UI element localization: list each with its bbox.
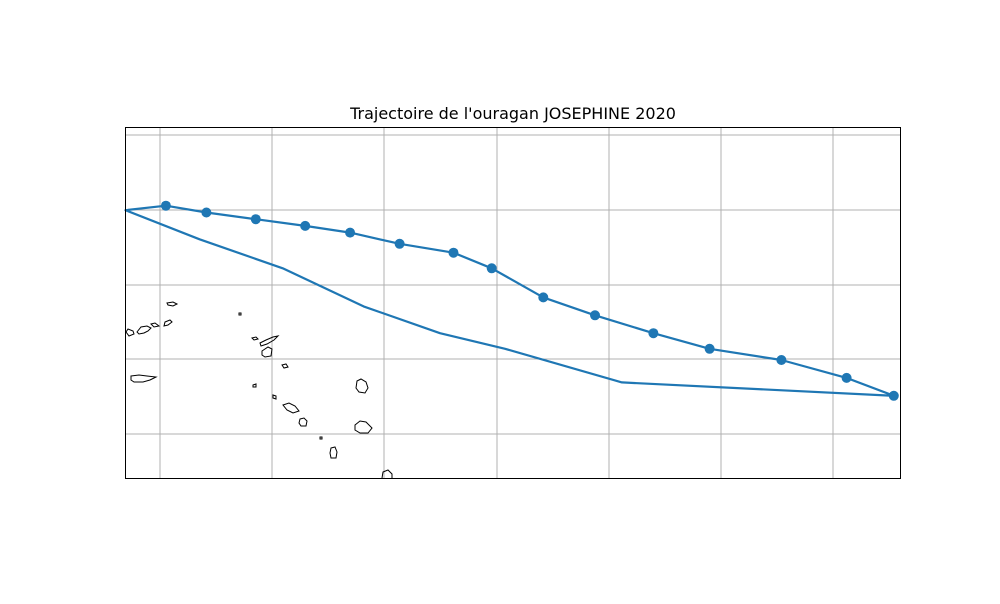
track-point bbox=[160, 200, 171, 211]
track-point bbox=[201, 207, 212, 218]
track-point bbox=[776, 355, 787, 365]
island-outline bbox=[319, 436, 323, 440]
island-outline bbox=[329, 446, 338, 459]
hurricane-track bbox=[124, 200, 899, 401]
island-outline bbox=[130, 374, 158, 383]
track-point bbox=[345, 227, 356, 238]
track-point bbox=[538, 292, 549, 303]
island-outline bbox=[355, 378, 369, 394]
island-outline bbox=[381, 469, 393, 479]
island-outline bbox=[259, 335, 280, 347]
track-point bbox=[648, 328, 659, 339]
track-point bbox=[300, 220, 311, 231]
map-frame bbox=[125, 127, 901, 479]
track-point bbox=[486, 263, 497, 274]
island-outline bbox=[166, 301, 179, 307]
island-outline bbox=[298, 417, 308, 427]
map-axes bbox=[124, 127, 901, 479]
track-point bbox=[888, 390, 899, 401]
island-outline bbox=[252, 383, 257, 388]
track-point bbox=[394, 238, 405, 249]
map-background bbox=[125, 127, 901, 479]
track-point bbox=[590, 310, 600, 321]
track-point bbox=[704, 343, 715, 354]
track-point bbox=[841, 372, 852, 383]
island-outline bbox=[272, 394, 277, 400]
map-title: Trajectoire de l'ouragan JOSEPHINE 2020 bbox=[349, 104, 676, 123]
island-outline bbox=[354, 420, 373, 434]
island-outline bbox=[163, 319, 173, 327]
track-point bbox=[250, 214, 261, 225]
island-outline bbox=[136, 325, 152, 335]
island-outline bbox=[150, 322, 161, 328]
island-outline bbox=[238, 312, 242, 316]
coastlines bbox=[125, 301, 393, 479]
track-point bbox=[448, 247, 459, 258]
island-outline bbox=[125, 328, 135, 337]
island-outline bbox=[282, 402, 300, 414]
island-outline bbox=[251, 336, 259, 341]
island-outline bbox=[261, 346, 273, 358]
island-outline bbox=[281, 363, 289, 369]
